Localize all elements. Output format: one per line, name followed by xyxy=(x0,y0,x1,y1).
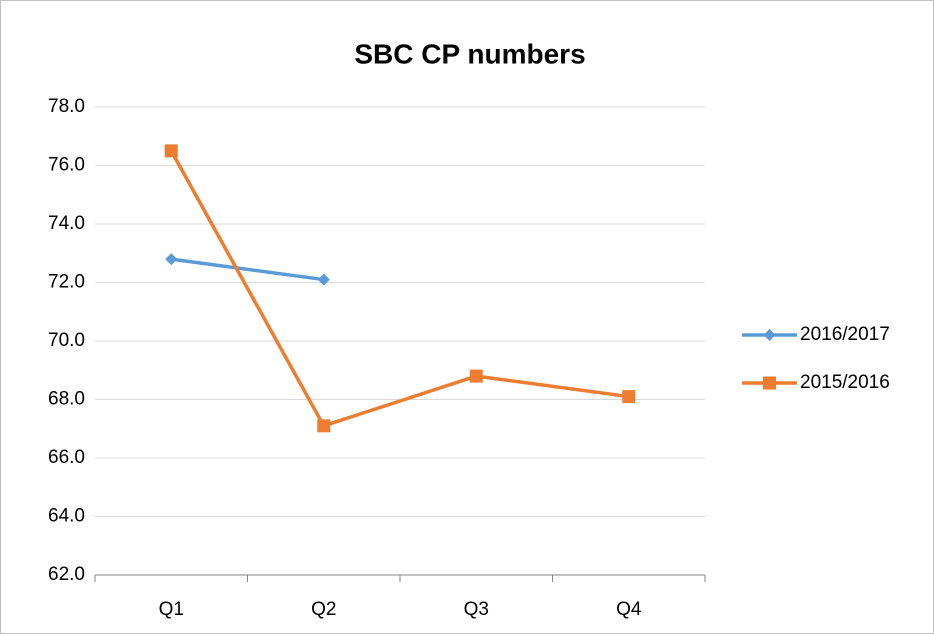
y-tick-label: 78.0 xyxy=(48,96,85,117)
marker xyxy=(317,273,330,286)
marker xyxy=(165,253,178,266)
y-tick-label: 70.0 xyxy=(48,330,85,351)
y-tick-label: 72.0 xyxy=(48,272,85,293)
y-tick-label: 74.0 xyxy=(48,213,85,234)
chart-title: SBC CP numbers xyxy=(354,38,585,69)
marker xyxy=(763,376,776,390)
x-tick-label: Q2 xyxy=(311,599,336,620)
y-tick-label: 62.0 xyxy=(48,564,85,585)
x-tick-label: Q3 xyxy=(464,599,489,620)
marker xyxy=(469,369,483,383)
y-tick-label: 68.0 xyxy=(48,389,85,410)
series-line xyxy=(169,150,629,428)
marker xyxy=(317,419,331,433)
marker xyxy=(164,144,178,158)
x-tick-label: Q4 xyxy=(616,599,642,620)
x-tick-label: Q1 xyxy=(159,599,184,620)
marker xyxy=(763,329,776,341)
marker xyxy=(622,390,636,404)
y-tick-label: 64.0 xyxy=(48,506,85,527)
y-tick-label: 66.0 xyxy=(48,447,85,468)
legend-label: 2015/2016 xyxy=(800,372,890,393)
series-line xyxy=(171,257,324,282)
legend-label: 2016/2017 xyxy=(800,324,890,345)
y-tick-label: 76.0 xyxy=(48,155,85,176)
